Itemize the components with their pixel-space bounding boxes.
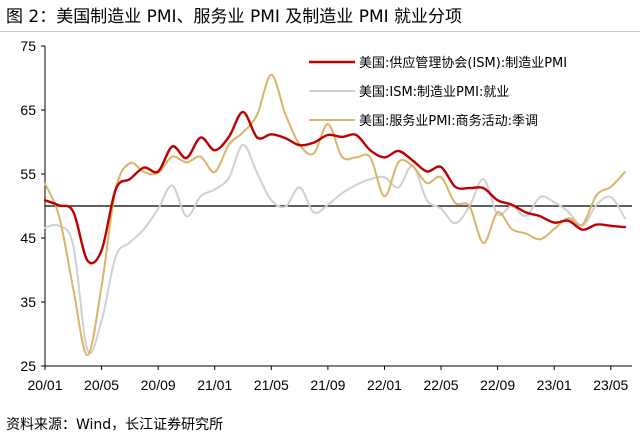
x-tick-label: 22/01: [367, 377, 402, 393]
legend-label-2: 美国:ISM:制造业PMI:就业: [359, 85, 509, 100]
x-tick-label: 21/01: [197, 377, 232, 393]
chart-axes: 25 35 45 55 65 75 20/01 20/05 20/09 21/01 21/05 21/…: [20, 38, 632, 393]
x-tick-label: 20/01: [27, 377, 62, 393]
x-tick-label: 21/05: [254, 377, 289, 393]
x-tick-label: 21/09: [310, 377, 345, 393]
y-tick-label: 75: [20, 38, 36, 54]
figure-title: 图 2：美国制造业 PMI、服务业 PMI 及制造业 PMI 就业分项: [6, 7, 463, 27]
y-tick-label: 55: [20, 166, 36, 182]
figure-source: 资料来源：Wind，长江证券研究所: [6, 417, 224, 433]
y-tick-label: 45: [20, 230, 36, 246]
legend-label-1: 美国:供应管理协会(ISM):制造业PMI: [359, 55, 567, 71]
x-tick-label: 22/09: [480, 377, 515, 393]
series-line-3: [44, 73, 626, 357]
legend-label-3: 美国:服务业PMI:商务活动:季调: [359, 113, 538, 129]
x-tick-label: 23/05: [593, 377, 628, 393]
x-tick-label: 22/05: [424, 377, 459, 393]
pmi-line-chart: 25 35 45 55 65 75 20/01 20/05 20/09 21/01 21/05 21/…: [20, 38, 632, 393]
y-tick-label: 35: [20, 294, 36, 310]
chart-legend: 美国:供应管理协会(ISM):制造业PMI 美国:ISM:制造业PMI:就业美国:…: [309, 55, 567, 129]
series-line-1: [43, 110, 627, 265]
x-tick-label: 20/09: [141, 377, 176, 393]
y-tick-label: 25: [20, 358, 36, 374]
y-tick-label: 65: [20, 102, 36, 118]
series-line-2: [44, 143, 626, 354]
series-layer: [43, 73, 627, 357]
x-tick-label: 23/01: [537, 377, 572, 393]
x-tick-label: 20/05: [84, 377, 119, 393]
title-divider: [0, 31, 640, 32]
